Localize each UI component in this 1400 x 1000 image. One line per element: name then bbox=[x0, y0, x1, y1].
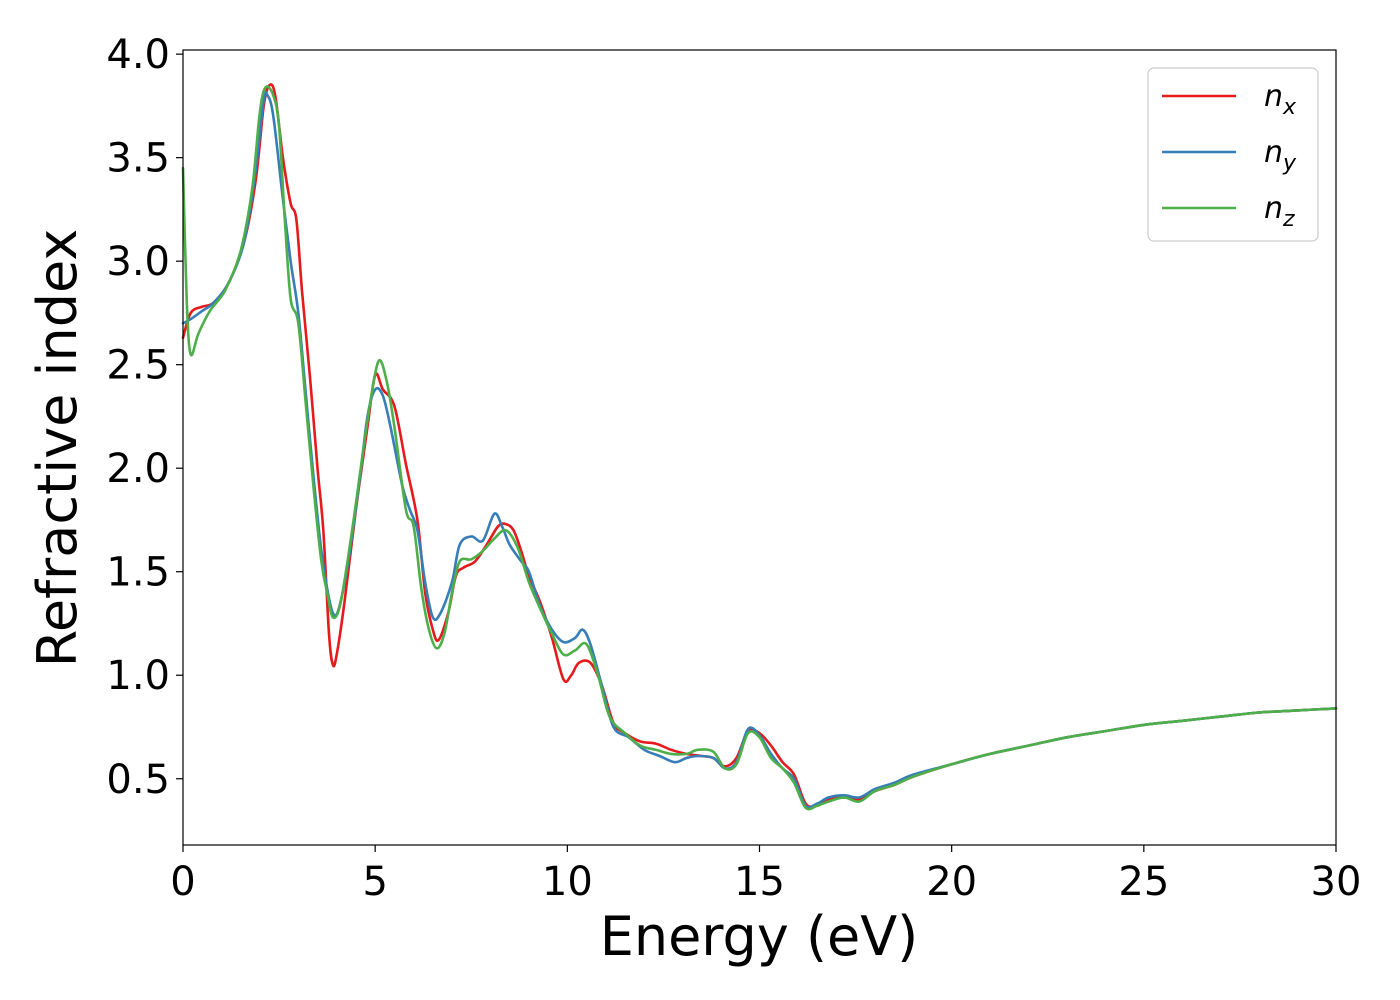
x-axis-title: Energy (eV) bbox=[600, 905, 919, 968]
x-tick-label: 5 bbox=[362, 859, 387, 905]
x-tick-label: 0 bbox=[170, 859, 195, 905]
x-tick-label: 10 bbox=[542, 859, 593, 905]
y-tick-label: 3.0 bbox=[106, 239, 170, 285]
legend-frame bbox=[1147, 67, 1319, 242]
x-tick-label: 30 bbox=[1311, 859, 1362, 905]
x-tick-label: 25 bbox=[1118, 859, 1169, 905]
y-axis-title: Refractive index bbox=[26, 229, 89, 668]
y-tick-label: 3.5 bbox=[106, 136, 170, 182]
series-layer bbox=[181, 83, 1338, 811]
series-line-nx bbox=[181, 83, 1338, 809]
x-axis: 0 5 10 15 20 25 30 bbox=[170, 845, 1361, 905]
x-tick-label: 20 bbox=[926, 859, 977, 905]
y-tick-label: 2.5 bbox=[106, 343, 170, 389]
y-tick-label: 4.0 bbox=[106, 32, 170, 78]
series-line-nz bbox=[181, 85, 1338, 811]
y-tick-label: 2.0 bbox=[106, 446, 170, 492]
y-tick-label: 1.5 bbox=[106, 550, 170, 596]
x-tick-label: 15 bbox=[734, 859, 785, 905]
y-axis: 0.5 1.0 1.5 2.0 2.5 3.0 3.5 4.0 bbox=[106, 32, 183, 803]
y-tick-label: 0.5 bbox=[106, 757, 170, 803]
y-tick-label: 1.0 bbox=[106, 653, 170, 699]
